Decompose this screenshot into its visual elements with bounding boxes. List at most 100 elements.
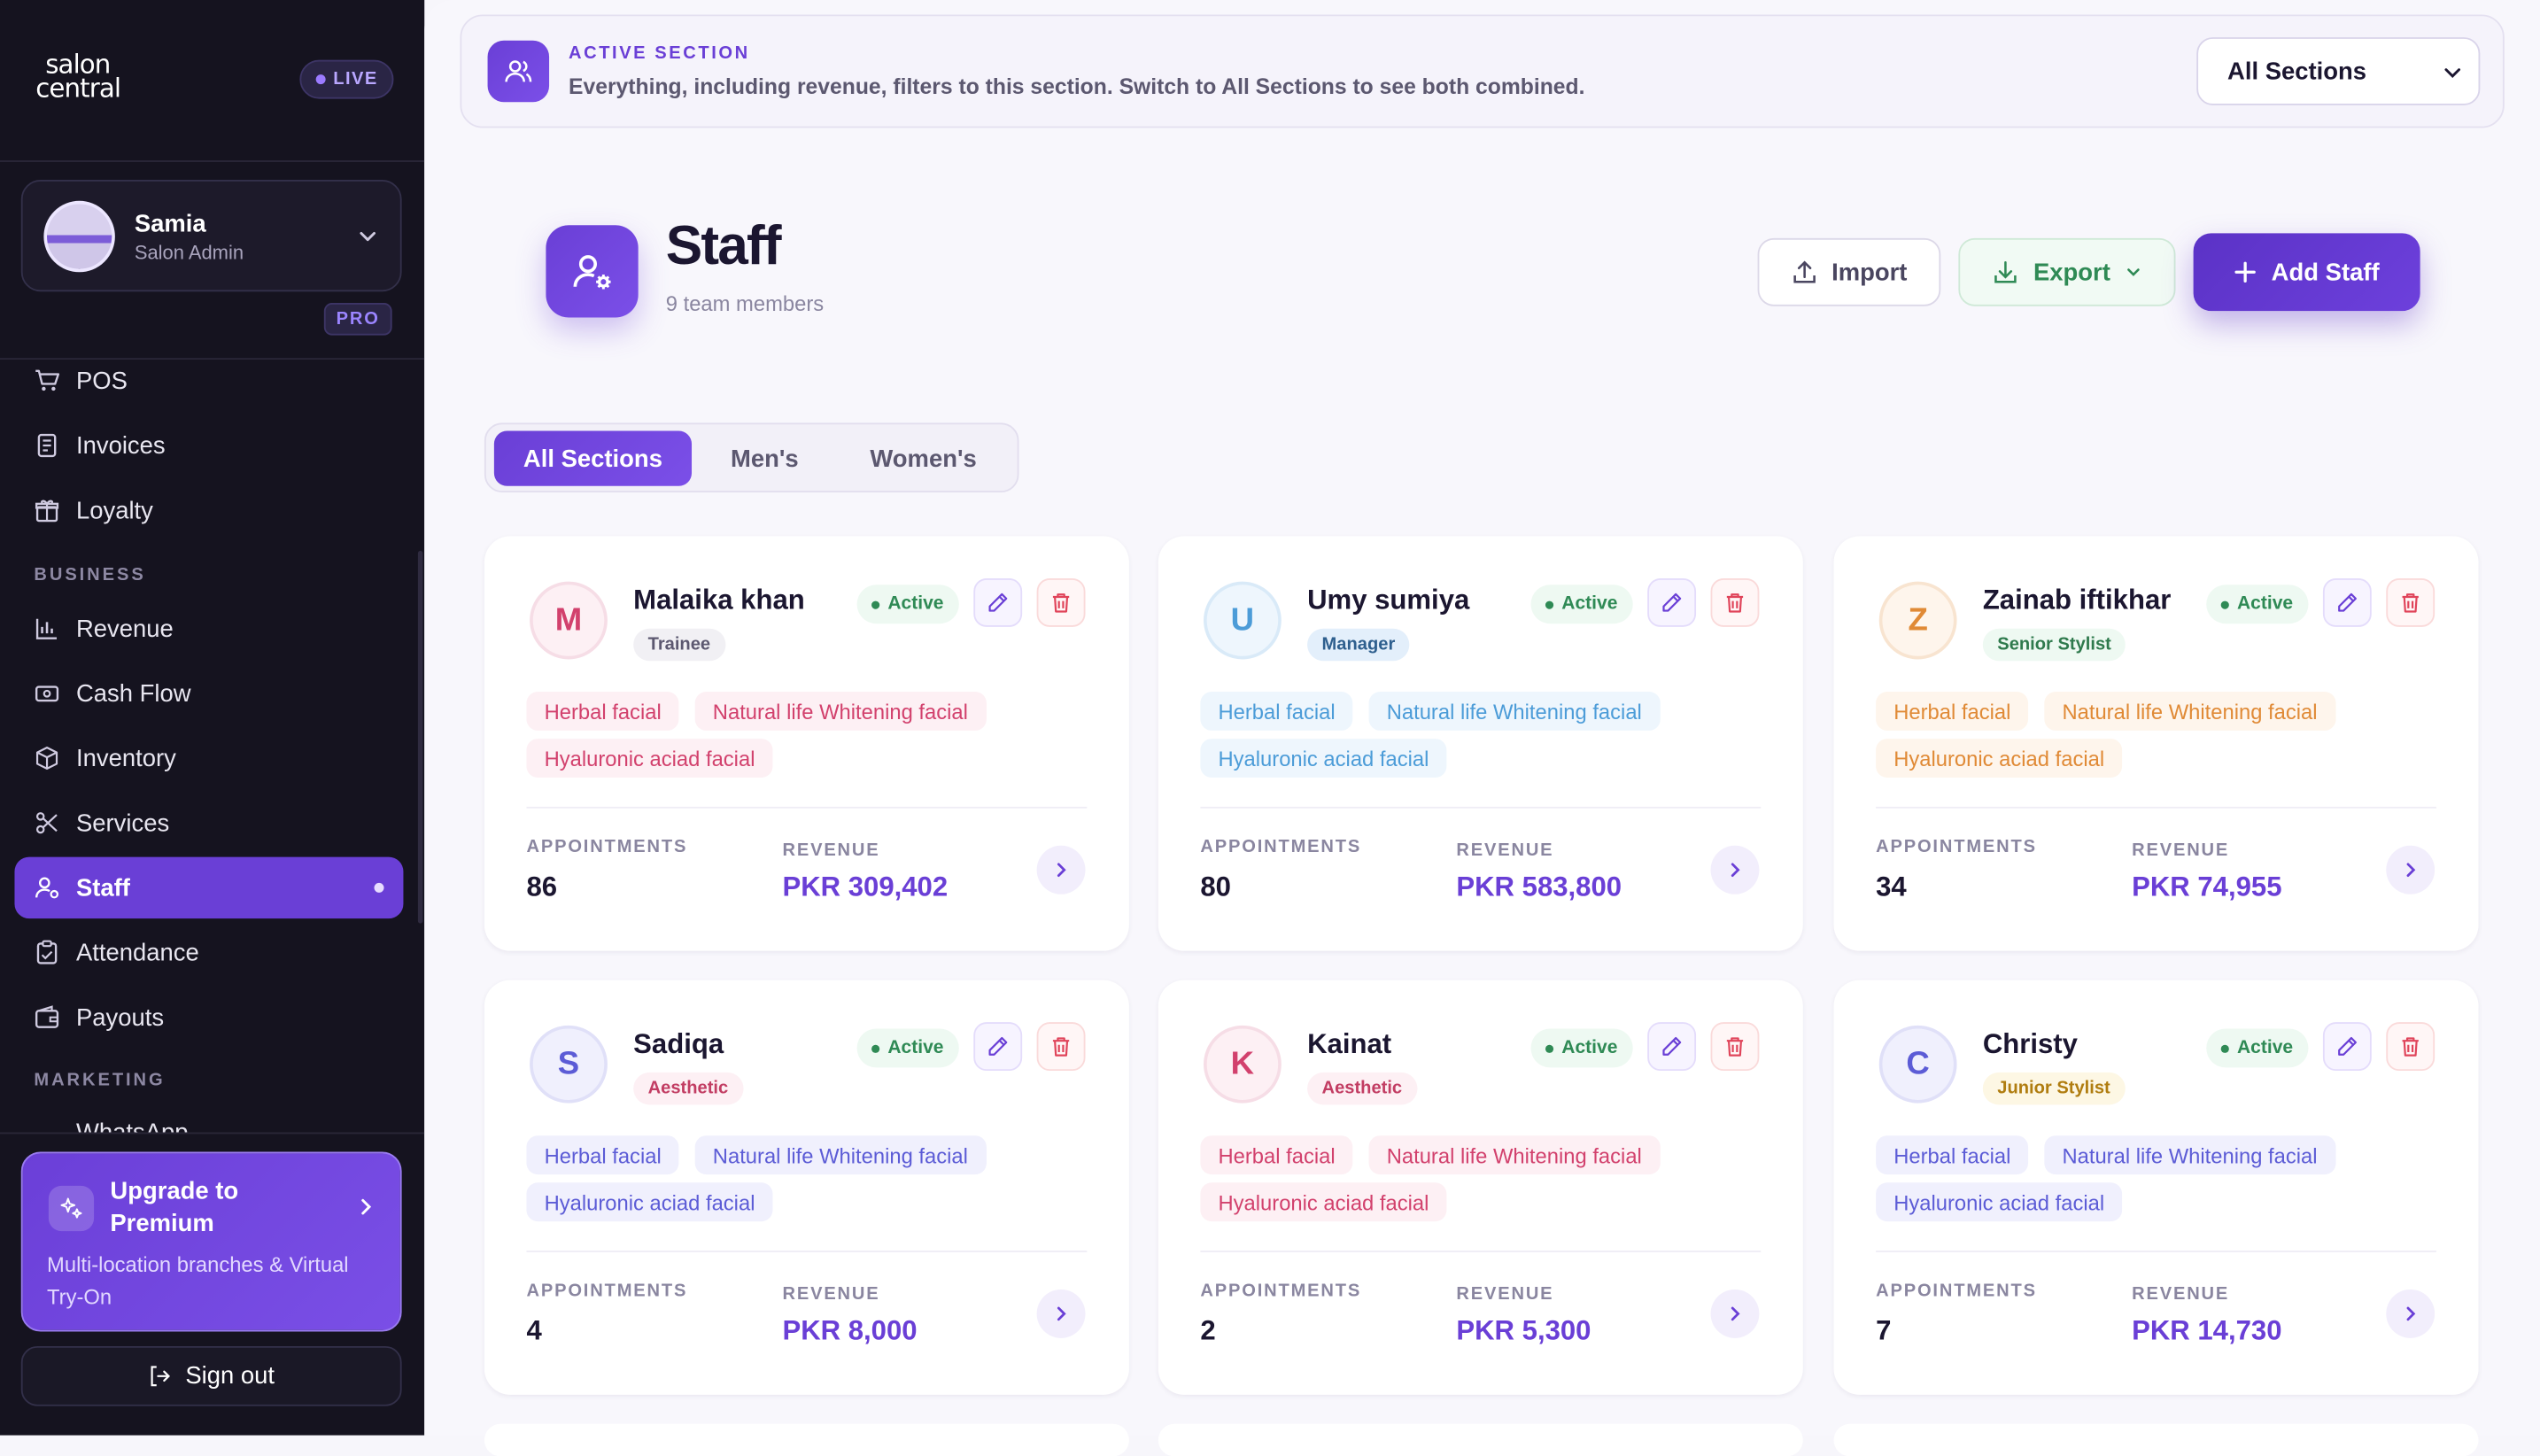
edit-staff-button[interactable] <box>973 577 1023 627</box>
service-tag: Hyaluronic aciad facial <box>526 739 773 778</box>
add-staff-label: Add Staff <box>2271 258 2380 286</box>
status-dot-icon <box>871 600 880 608</box>
export-button[interactable]: Export <box>1958 237 2176 306</box>
section-select[interactable]: All Sections <box>2196 37 2481 105</box>
sidebar-item-services[interactable]: Services <box>14 792 403 854</box>
staff-avatar: M <box>530 581 608 660</box>
invoice-icon <box>37 433 57 458</box>
logo[interactable]: salon central <box>35 48 121 102</box>
sidebar-item-label: Loyalty <box>75 496 153 524</box>
staff-card-partial[interactable] <box>484 1423 1129 1456</box>
staff-card[interactable]: C Christy Junior Stylist Active Herbal facia… <box>1833 980 2479 1395</box>
sidebar-divider <box>0 160 425 162</box>
sidebar-item-whatsapp[interactable]: WhatsApp <box>76 1121 189 1133</box>
staff-role-badge: Junior Stylist <box>1982 1072 2126 1105</box>
staff-card[interactable]: Z Zainab iftikhar Senior Stylist Active Herb… <box>1833 536 2479 951</box>
trash-icon <box>1052 593 1070 613</box>
chevron-right-icon <box>361 1198 372 1215</box>
add-staff-button[interactable]: Add Staff <box>2193 233 2420 312</box>
status-badge: Active <box>2206 1028 2308 1068</box>
card-divider <box>1200 806 1762 809</box>
edit-staff-button[interactable] <box>2322 1022 2372 1072</box>
edit-staff-button[interactable] <box>973 1022 1023 1072</box>
staff-avatar: C <box>1878 1025 1957 1104</box>
staff-card[interactable]: S Sadiqa Aesthetic Active Herbal facial Natur… <box>484 980 1129 1395</box>
sidebar-scrollbar[interactable] <box>417 550 423 924</box>
staff-avatar: U <box>1204 581 1282 660</box>
import-button[interactable]: Import <box>1757 237 1941 306</box>
tab-mens[interactable]: Men's <box>730 445 799 473</box>
staff-role-badge: Manager <box>1307 628 1410 662</box>
view-staff-button[interactable] <box>2386 1289 2435 1338</box>
appointments-label: APPOINTMENTS <box>526 837 688 857</box>
users-icon <box>487 40 550 103</box>
sidebar-item-label: Staff <box>75 873 130 902</box>
appointments-value: 86 <box>526 871 558 902</box>
delete-staff-button[interactable] <box>1710 1022 1760 1072</box>
service-tag: Herbal facial <box>526 692 679 731</box>
service-tag: Natural life Whitening facial <box>2044 692 2335 731</box>
logo-line-1: salon <box>45 48 111 80</box>
staff-name: Kainat <box>1307 1028 1392 1060</box>
edit-staff-button[interactable] <box>2322 577 2372 627</box>
pencil-icon <box>988 1036 1008 1056</box>
sidebar-item-loyalty[interactable]: Loyalty <box>14 479 403 541</box>
edit-staff-button[interactable] <box>1647 1022 1697 1072</box>
delete-staff-button[interactable] <box>1036 577 1086 627</box>
profile-role: Salon Admin <box>134 241 244 265</box>
delete-staff-button[interactable] <box>2386 577 2435 627</box>
edit-staff-button[interactable] <box>1647 577 1697 627</box>
sign-out-button[interactable]: Sign out <box>20 1345 402 1406</box>
service-tag: Hyaluronic aciad facial <box>1876 1182 2123 1222</box>
service-tag: Herbal facial <box>1876 1135 2029 1175</box>
sidebar-item-label: Attendance <box>75 938 199 967</box>
view-staff-button[interactable] <box>1036 1289 1086 1338</box>
cart-icon <box>35 369 60 391</box>
sidebar-item-attendance[interactable]: Attendance <box>14 922 403 984</box>
section-tabs: All Sections Men's Women's <box>484 422 1019 493</box>
upgrade-title: Upgrade to Premium <box>110 1177 239 1238</box>
chevron-right-icon <box>2406 1306 2416 1321</box>
sidebar-item-inventory[interactable]: Inventory <box>14 727 403 789</box>
staff-card[interactable]: M Malaika khan Trainee Active Herbal facial N… <box>484 536 1129 951</box>
status-badge: Active <box>856 1028 958 1068</box>
sidebar-item-invoices[interactable]: Invoices <box>14 414 403 476</box>
appointments-label: APPOINTMENTS <box>526 1281 688 1301</box>
revenue-label: REVENUE <box>782 1284 880 1305</box>
staff-card-partial[interactable] <box>1158 1423 1803 1456</box>
view-staff-button[interactable] <box>1710 1289 1760 1338</box>
staff-icon <box>35 877 59 899</box>
status-dot-icon <box>1545 1043 1554 1053</box>
profile-switcher[interactable]: Samia Salon Admin <box>20 180 402 292</box>
view-staff-button[interactable] <box>1710 845 1760 895</box>
sidebar-item-cash-flow[interactable]: Cash Flow <box>14 662 403 724</box>
staff-avatar: S <box>530 1025 608 1104</box>
staff-avatar: K <box>1204 1025 1282 1104</box>
page-title: Staff <box>665 215 782 277</box>
tab-womens[interactable]: Women's <box>870 445 977 473</box>
sidebar-item-payouts[interactable]: Payouts <box>14 987 403 1049</box>
sidebar-item-staff[interactable]: Staff <box>14 856 404 919</box>
import-label: Import <box>1831 258 1908 286</box>
delete-staff-button[interactable] <box>1036 1022 1086 1072</box>
view-staff-button[interactable] <box>1036 845 1086 895</box>
view-staff-button[interactable] <box>2386 845 2435 895</box>
tab-all-sections[interactable]: All Sections <box>493 430 693 486</box>
staff-card[interactable]: K Kainat Aesthetic Active Herbal facial Natur… <box>1158 980 1803 1395</box>
staff-name: Malaika khan <box>633 585 805 616</box>
staff-card[interactable]: U Umy sumiya Manager Active Herbal facial Nat… <box>1158 536 1803 951</box>
delete-staff-button[interactable] <box>2386 1022 2435 1072</box>
sidebar-item-revenue[interactable]: Revenue <box>14 598 403 660</box>
upgrade-card[interactable]: Upgrade to Premium Multi-location branch… <box>20 1151 402 1332</box>
pencil-icon <box>1662 592 1682 612</box>
appointments-value: 7 <box>1876 1315 1892 1346</box>
delete-staff-button[interactable] <box>1710 577 1760 627</box>
staff-name: Sadiqa <box>633 1028 724 1060</box>
staff-role-badge: Aesthetic <box>1307 1072 1417 1105</box>
sidebar-item-pos[interactable]: POS <box>14 350 403 412</box>
appointments-label: APPOINTMENTS <box>1876 1281 2037 1301</box>
staff-name: Umy sumiya <box>1307 585 1470 616</box>
staff-card-partial[interactable] <box>1833 1423 2479 1456</box>
page-subtitle: 9 team members <box>665 291 825 316</box>
banner-kicker: ACTIVE SECTION <box>569 43 750 64</box>
